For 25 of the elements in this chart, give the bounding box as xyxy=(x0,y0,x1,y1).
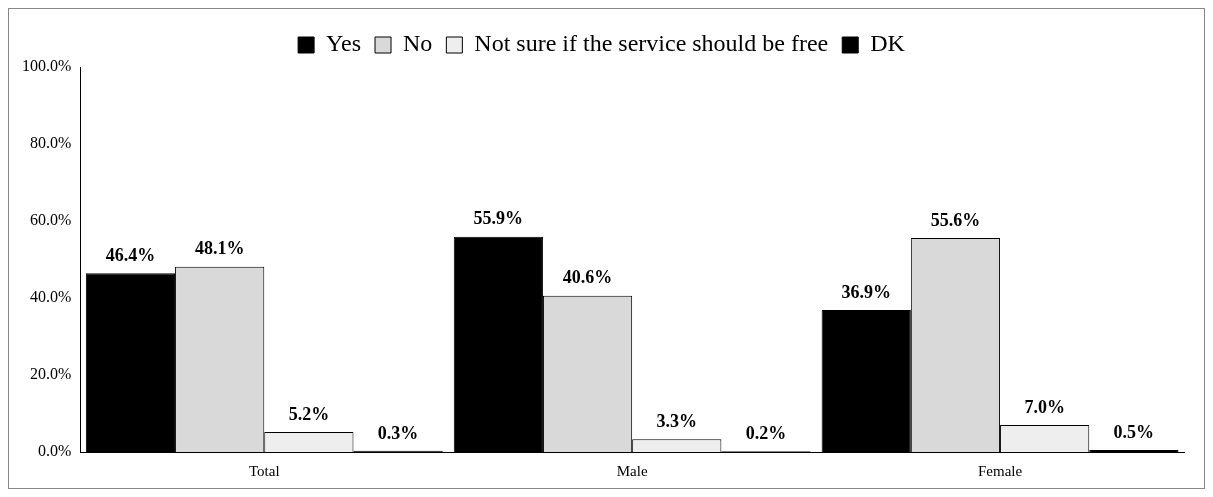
x-tick-label: Total xyxy=(248,462,280,479)
data-label: 3.3% xyxy=(656,410,698,431)
y-tick-label: 60.0% xyxy=(30,211,72,229)
x-tick-label: Female xyxy=(977,462,1023,479)
y-tick-label: 0.0% xyxy=(38,442,72,460)
data-label: 48.1% xyxy=(194,238,245,259)
data-label: 55.9% xyxy=(473,208,524,229)
data-label: 0.2% xyxy=(745,422,787,443)
data-label: 46.4% xyxy=(105,245,156,266)
legend-label: Not sure if the service should be free xyxy=(474,30,829,57)
data-label: 36.9% xyxy=(841,281,891,302)
legend-label: No xyxy=(403,30,433,57)
data-label: 40.6% xyxy=(562,267,613,288)
y-tick-label: 100.0% xyxy=(22,57,72,75)
y-tick-label: 20.0% xyxy=(30,365,72,383)
data-label: 55.6% xyxy=(930,209,981,230)
data-label: 0.5% xyxy=(1113,421,1155,442)
x-tick-label: Male xyxy=(616,462,648,479)
legend-label: DK xyxy=(870,30,906,57)
legend-label: Yes xyxy=(326,30,362,57)
y-tick-label: 40.0% xyxy=(30,288,72,306)
data-label: 5.2% xyxy=(288,403,330,424)
y-tick-label: 80.0% xyxy=(30,134,72,152)
data-label: 7.0% xyxy=(1024,396,1065,417)
data-label: 0.3% xyxy=(377,422,419,443)
